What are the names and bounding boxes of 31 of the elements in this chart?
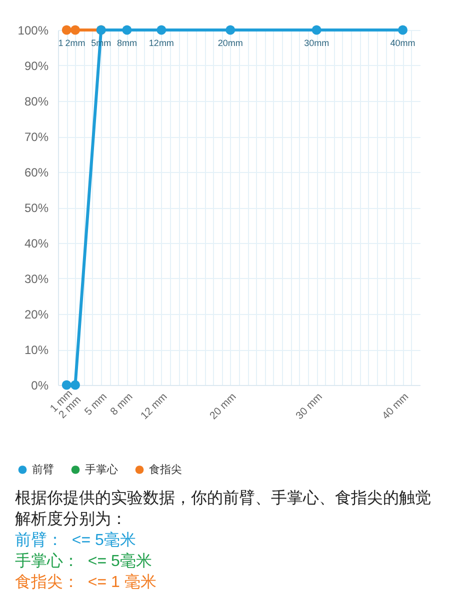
- x-tick-label: 40 mm: [380, 390, 412, 422]
- annotation: 2mm: [65, 38, 86, 48]
- annotation: 12mm: [148, 38, 174, 48]
- legend-label: 手掌心: [85, 462, 118, 476]
- x-tick-label: 12 mm: [138, 390, 170, 422]
- annotation: 20mm: [218, 38, 243, 48]
- y-tick-label: 60%: [24, 166, 49, 180]
- text: 根据你提供的实验数据，你的前臂、手掌心、食指尖的触觉解析度分别为：: [15, 488, 432, 530]
- x-tick-label: 5 mm: [82, 390, 110, 418]
- legend-label: 食指尖: [149, 462, 182, 476]
- y-tick-label: 40%: [24, 236, 49, 250]
- text: 前臂： <= 5毫米: [15, 530, 137, 551]
- text: 手掌心： <= 5毫米: [15, 552, 153, 572]
- x-tick-label: 20 mm: [207, 390, 239, 422]
- annotation: 30mm: [304, 38, 330, 48]
- legend-label: 前臂: [32, 462, 54, 476]
- y-tick-label: 100%: [18, 24, 49, 38]
- annotation: 8mm: [116, 38, 137, 48]
- y-tick-label: 20%: [24, 308, 49, 322]
- annotation: 40mm: [390, 38, 416, 48]
- x-tick-label: 30 mm: [294, 390, 326, 422]
- y-tick-label: 70%: [24, 130, 49, 144]
- annotation: 1: [58, 38, 64, 48]
- y-tick-label: 10%: [24, 343, 49, 357]
- y-tick-label: 90%: [24, 59, 49, 73]
- y-tick-label: 50%: [24, 201, 49, 215]
- y-tick-label: 0%: [31, 378, 49, 392]
- y-tick-label: 80%: [24, 94, 49, 108]
- x-tick-label: 8 mm: [108, 390, 136, 418]
- y-tick-label: 30%: [24, 272, 49, 286]
- text: 食指尖： <= 1 毫米: [15, 572, 158, 593]
